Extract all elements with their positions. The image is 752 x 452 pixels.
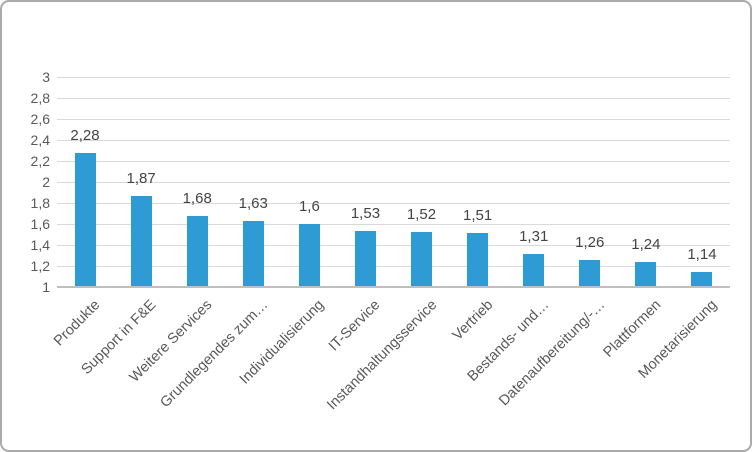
y-axis-tick-label: 1,6 — [30, 216, 50, 232]
bar — [691, 272, 713, 287]
data-label: 1,68 — [182, 189, 212, 207]
bar — [130, 195, 152, 287]
y-axis-tick-label: 1,8 — [30, 195, 50, 211]
bar — [354, 231, 376, 287]
gridline — [57, 97, 730, 99]
data-label: 1,6 — [298, 198, 320, 215]
data-label: 1,24 — [631, 235, 661, 253]
y-axis-tick-label: 3 — [42, 69, 50, 85]
gridline — [57, 139, 730, 141]
y-axis-tick-label: 1,2 — [30, 258, 50, 274]
data-label: 1,51 — [463, 207, 493, 225]
bar — [74, 152, 96, 287]
bar — [579, 259, 601, 287]
bar — [411, 232, 433, 287]
y-axis-tick-label: 1,4 — [30, 237, 50, 253]
bar — [635, 261, 657, 287]
bar — [186, 215, 208, 287]
y-axis-tick-label: 2,4 — [30, 132, 50, 148]
bar — [298, 224, 320, 287]
y-axis-tick-label: 2 — [42, 174, 50, 190]
y-axis-tick-label: 2,8 — [30, 90, 50, 106]
data-label: 1,63 — [238, 194, 268, 212]
data-label: 1,26 — [575, 233, 605, 251]
y-axis-tick-label: 2,6 — [30, 111, 50, 127]
bar — [523, 254, 545, 287]
y-axis-tick-label: 2,2 — [30, 153, 50, 169]
data-label: 1,52 — [406, 206, 437, 224]
data-label: 1,87 — [126, 169, 156, 187]
data-label: 1,31 — [519, 228, 549, 246]
gridline — [57, 118, 730, 120]
gridline — [57, 76, 730, 78]
bar — [467, 233, 489, 287]
data-label: 1,53 — [350, 205, 381, 223]
gridline — [57, 265, 730, 267]
gridline — [57, 223, 730, 225]
x-axis-line — [57, 286, 730, 288]
gridline — [57, 244, 730, 246]
gridline — [57, 160, 730, 162]
y-axis-tick-label: 1 — [42, 279, 50, 295]
data-label: 2,28 — [70, 126, 100, 144]
gridline — [57, 181, 730, 183]
data-label: 1,14 — [687, 246, 717, 264]
gridline — [57, 202, 730, 204]
bar — [242, 220, 264, 287]
